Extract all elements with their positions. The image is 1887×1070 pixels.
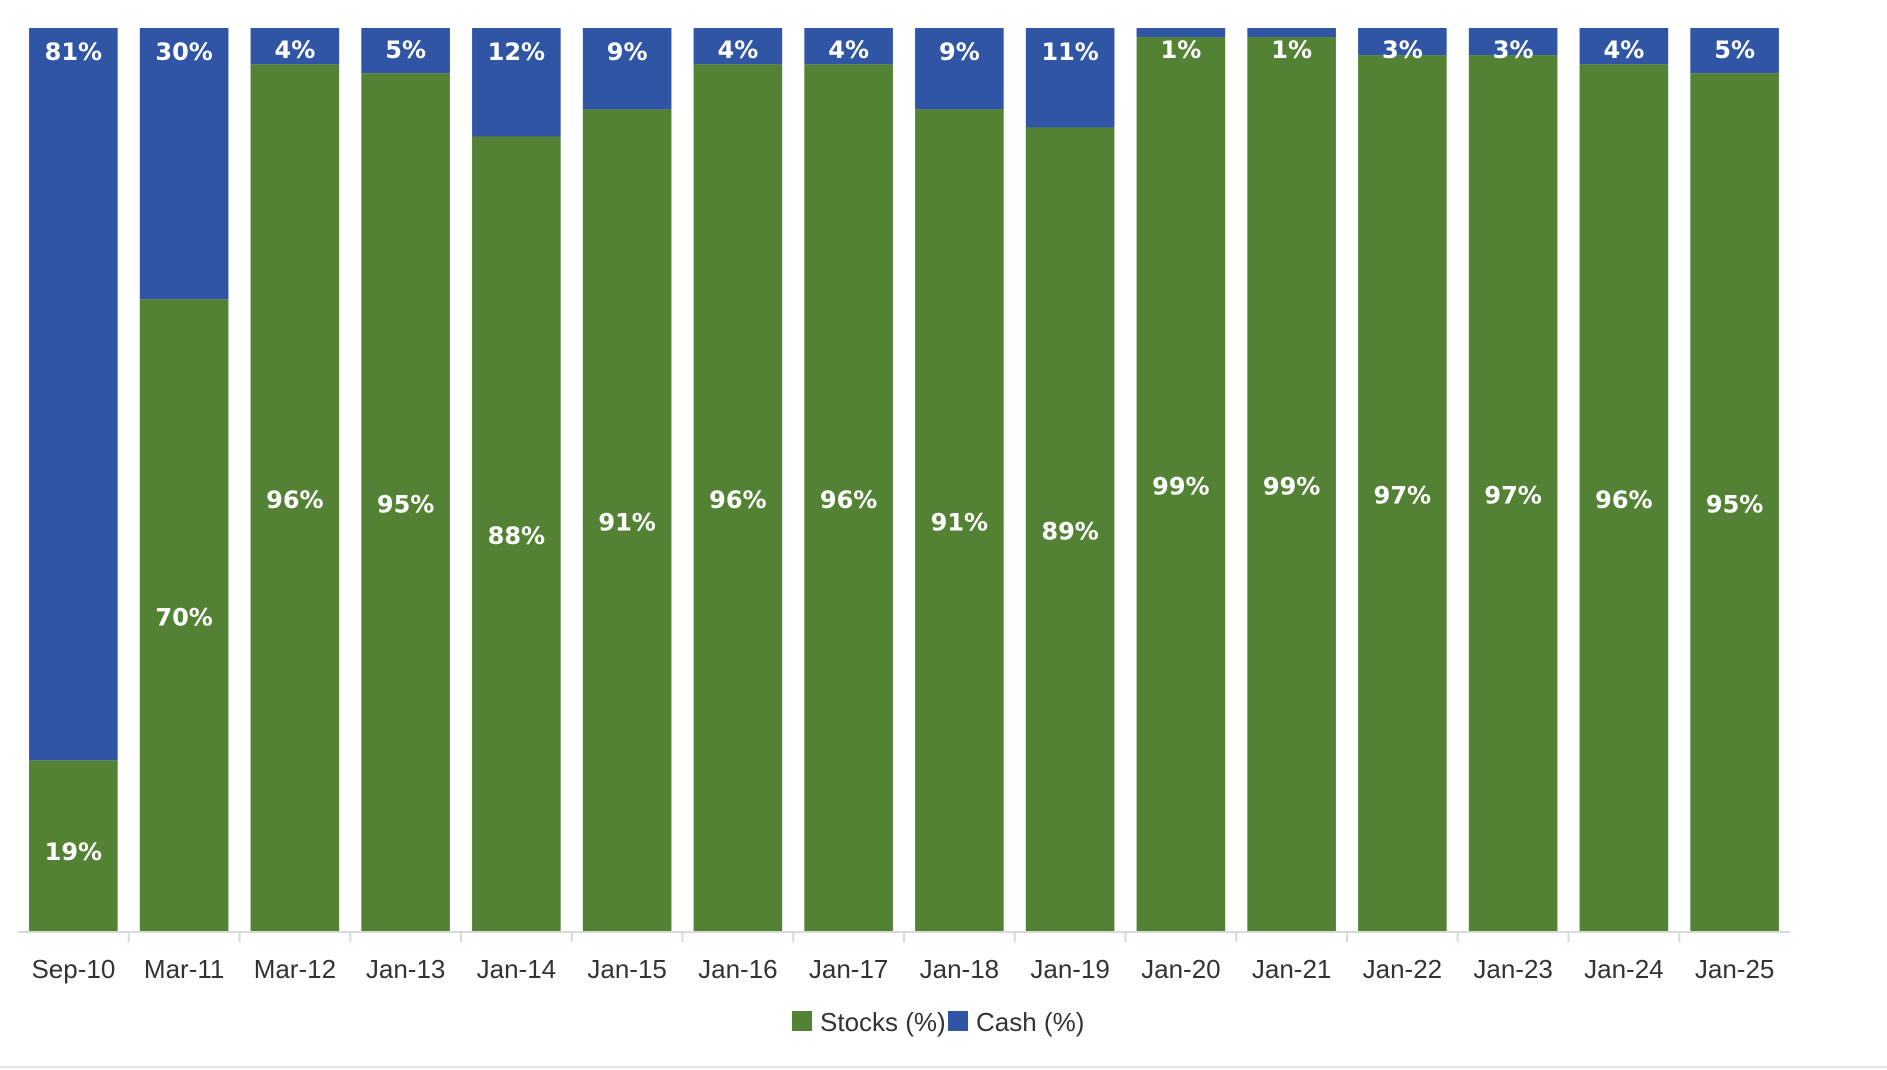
bar-cash-jan-20: [1136, 28, 1226, 38]
data-label-cash-jan-14: 12%: [488, 38, 545, 66]
bar-stocks-jan-19: [1025, 127, 1115, 932]
data-label-cash-mar-11: 30%: [155, 38, 212, 66]
x-tick-label: Jan-24: [1584, 954, 1664, 984]
bar-stocks-jan-15: [582, 109, 672, 933]
data-label-stocks-mar-11: 70%: [155, 604, 212, 632]
data-label-stocks-jan-16: 96%: [709, 486, 766, 514]
data-label-stocks-jan-13: 95%: [377, 491, 434, 519]
bar-stocks-jan-14: [472, 136, 561, 933]
data-label-cash-sep-10: 81%: [45, 38, 102, 66]
data-label-stocks-mar-12: 96%: [266, 486, 323, 514]
data-label-stocks-jan-19: 89%: [1041, 518, 1098, 546]
bar-cash-jan-21: [1247, 28, 1336, 38]
bar-cash-jan-22: [1358, 28, 1447, 56]
legend-swatch-cash: [948, 1011, 968, 1031]
data-label-cash-jan-25: 5%: [1714, 36, 1755, 64]
x-tick-label: Jan-17: [809, 954, 889, 984]
bar-stocks-jan-25: [1690, 73, 1779, 932]
bars-group: [29, 28, 1779, 933]
x-tick-label: Jan-21: [1252, 954, 1332, 984]
legend-label-stocks: Stocks (%): [820, 1007, 946, 1037]
bar-stocks-jan-23: [1468, 55, 1558, 933]
bar-cash-jan-17: [804, 28, 893, 65]
bar-stocks-jan-24: [1579, 64, 1669, 932]
bar-cash-jan-18: [915, 28, 1004, 110]
bar-cash-jan-24: [1579, 28, 1669, 65]
data-label-cash-jan-19: 11%: [1041, 38, 1098, 66]
bar-stocks-mar-11: [139, 299, 229, 932]
legend-label-cash: Cash (%): [976, 1007, 1084, 1037]
bar-stocks-sep-10: [29, 760, 118, 932]
bar-cash-jan-14: [472, 28, 561, 137]
x-tick-label: Jan-16: [698, 954, 778, 984]
bar-stocks-mar-12: [250, 64, 340, 932]
data-label-cash-jan-17: 4%: [828, 36, 869, 64]
x-tick-label: Mar-11: [144, 954, 224, 984]
bar-cash-jan-15: [582, 28, 672, 110]
data-label-cash-jan-23: 3%: [1493, 36, 1534, 64]
data-label-stocks-jan-23: 97%: [1484, 482, 1541, 510]
x-tick-label: Jan-20: [1141, 954, 1221, 984]
x-tick-label: Sep-10: [31, 954, 115, 984]
data-label-cash-jan-24: 4%: [1604, 36, 1645, 64]
x-tick-label: Jan-19: [1030, 954, 1110, 984]
data-label-stocks-jan-18: 91%: [931, 509, 988, 537]
bar-stocks-jan-17: [804, 64, 893, 932]
data-label-stocks-jan-20: 99%: [1152, 473, 1209, 501]
data-label-cash-jan-16: 4%: [718, 36, 759, 64]
x-tick-label: Jan-13: [366, 954, 446, 984]
data-label-cash-mar-12: 4%: [275, 36, 316, 64]
x-tick-label: Jan-14: [477, 954, 557, 984]
data-label-cash-jan-21: 1%: [1271, 36, 1312, 64]
legend: Stocks (%) Cash (%): [792, 1007, 1084, 1037]
data-label-stocks-jan-24: 96%: [1595, 486, 1652, 514]
bar-stocks-jan-13: [361, 73, 450, 932]
x-tick-label: Jan-23: [1473, 954, 1553, 984]
data-label-stocks-jan-22: 97%: [1374, 482, 1431, 510]
bar-stocks-jan-18: [915, 109, 1004, 933]
bar-stocks-jan-22: [1358, 55, 1447, 933]
data-label-cash-jan-13: 5%: [385, 36, 426, 64]
bar-cash-jan-19: [1025, 28, 1115, 128]
legend-swatch-stocks: [792, 1011, 812, 1031]
bar-cash-sep-10: [29, 28, 118, 761]
x-tick-label: Mar-12: [254, 954, 336, 984]
bar-stocks-jan-21: [1247, 37, 1336, 933]
x-tick-label: Jan-15: [587, 954, 667, 984]
bar-cash-jan-25: [1690, 28, 1779, 74]
bar-stocks-jan-20: [1136, 37, 1226, 933]
bar-cash-jan-16: [693, 28, 783, 65]
bar-cash-jan-13: [361, 28, 450, 74]
x-tick-label: Jan-18: [920, 954, 1000, 984]
bar-stocks-jan-16: [693, 64, 783, 932]
bar-cash-mar-12: [250, 28, 340, 65]
data-label-stocks-jan-14: 88%: [488, 522, 545, 550]
data-label-stocks-jan-15: 91%: [598, 509, 655, 537]
bar-labels-group: 19% 81% 70% 30% 96% 4% 95% 5% 88% 12% 91% 9% 96% 4% 96…: [45, 36, 1764, 866]
x-tick-label: Jan-22: [1363, 954, 1443, 984]
data-label-stocks-jan-21: 99%: [1263, 473, 1320, 501]
x-tick-label: Jan-25: [1695, 954, 1775, 984]
data-label-cash-jan-22: 3%: [1382, 36, 1423, 64]
data-label-cash-jan-20: 1%: [1161, 36, 1202, 64]
data-label-cash-jan-18: 9%: [939, 38, 980, 66]
data-label-stocks-jan-25: 95%: [1706, 491, 1763, 519]
data-label-stocks-jan-17: 96%: [820, 486, 877, 514]
data-label-cash-jan-15: 9%: [607, 38, 648, 66]
bar-cash-jan-23: [1468, 28, 1558, 56]
data-label-stocks-sep-10: 19%: [45, 838, 102, 866]
x-tick-labels: Sep-10 Mar-11 Mar-12 Jan-13 Jan-14 Jan-15 Jan-…: [31, 932, 1774, 984]
bar-cash-mar-11: [139, 28, 229, 300]
